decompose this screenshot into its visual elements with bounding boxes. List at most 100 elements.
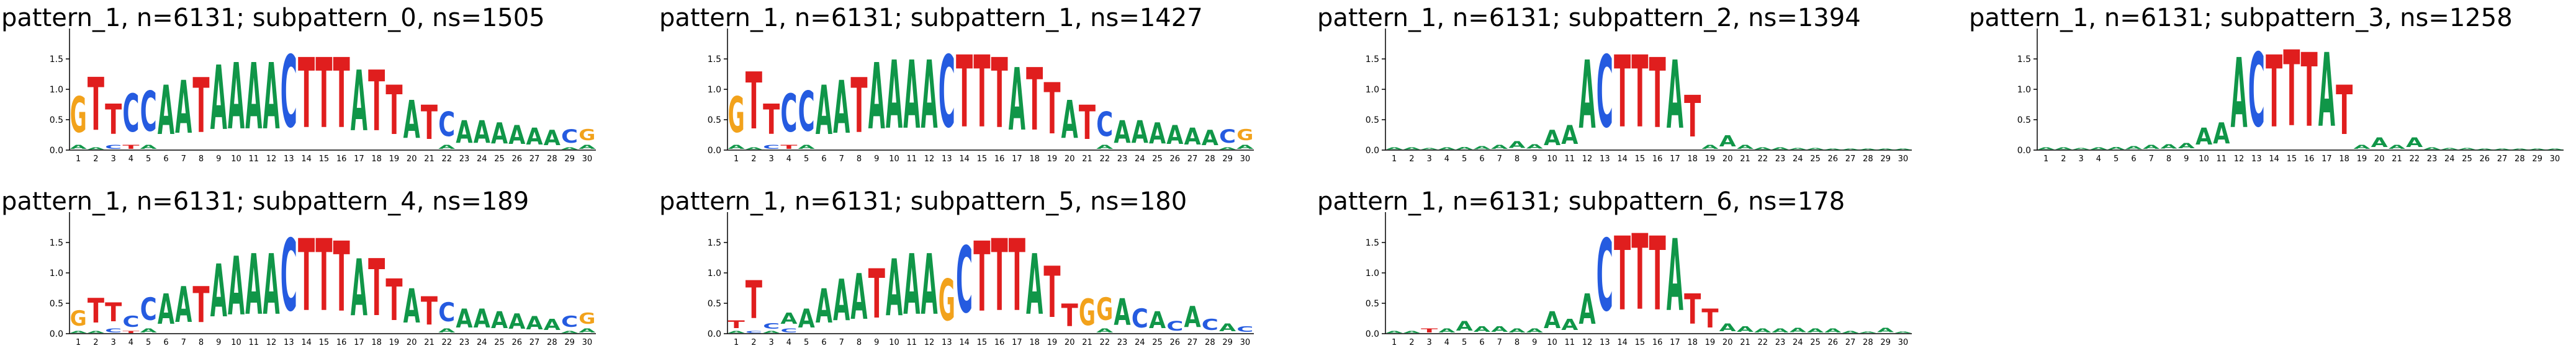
logo-letter-A: A [1807,148,1824,150]
x-tick-label: 2 [93,338,98,347]
x-tick-label: 23 [1775,338,1786,347]
logo-letter-A: A [2055,147,2073,150]
logo-letter-A: A [745,147,763,150]
logo-letter-A: A [1790,327,1806,334]
y-tick-label: 1.5 [2017,55,2031,65]
logo-letter-G: G [579,126,595,144]
logo-letter-T: T [763,96,780,144]
logo-letter-A: A [1561,120,1578,151]
x-tick-label: 10 [889,154,899,164]
x-tick-label: 21 [424,338,435,347]
logo-letter-A: A [1701,144,1719,150]
x-tick-label: 17 [1012,154,1022,164]
x-tick-label: 21 [2392,154,2402,164]
logo-letter-A: A [1842,148,1860,150]
x-tick-label: 27 [529,338,540,347]
x-tick-label: 26 [512,338,523,347]
logo-letter-A: A [1114,292,1131,334]
x-tick-label: 9 [216,154,221,164]
logo-letter-T: T [315,38,332,150]
x-tick-label: 3 [2079,154,2084,164]
logo-letter-C: C [105,144,122,150]
logo-letter-G: G [70,306,87,331]
x-tick-label: 4 [786,154,791,164]
logo-letter-A: A [1421,148,1438,150]
logo-letter-A: A [1386,331,1403,334]
x-tick-label: 12 [266,338,277,347]
logo-letter-T: T [1614,216,1631,334]
y-tick-label: 0.0 [1366,146,1379,156]
logo-letter-A: A [158,72,174,151]
x-tick-label: 2 [93,154,98,164]
y-tick-label: 1.5 [1366,55,1379,65]
logo-letter-A: A [351,54,367,151]
logo-panel-2: pattern_1, n=6131; subpattern_2, ns=1394… [1317,4,1912,164]
logo-letter-T: T [850,63,867,150]
logo-letter-A: A [1219,147,1236,150]
x-tick-label: 9 [216,338,221,347]
logo-letter-C: C [438,105,455,144]
x-tick-label: 28 [2515,154,2525,164]
x-tick-label: 18 [1029,154,1040,164]
x-tick-label: 7 [2149,154,2154,164]
x-tick-label: 30 [582,154,593,164]
logo-letter-A: A [1526,143,1543,151]
x-tick-label: 13 [284,154,294,164]
logo-letter-A: A [2389,144,2406,150]
x-tick-label: 6 [2131,154,2136,164]
x-tick-label: 24 [1793,154,1803,164]
logo-letter-A: A [2160,143,2177,151]
logo-letter-A: A [175,277,192,334]
x-tick-label: 22 [1757,338,1768,347]
logo-letter-A: A [456,304,472,334]
x-tick-label: 20 [1723,338,1733,347]
logo-letter-A: A [1772,147,1789,150]
logo-letter-A: A [1132,115,1149,151]
x-tick-label: 21 [1082,338,1092,347]
x-tick-label: 13 [1600,154,1610,164]
panel-title: pattern_1, n=6131; subpattern_5, ns=180 [659,187,1187,216]
x-tick-label: 26 [1828,338,1839,347]
x-tick-label: 17 [1012,338,1022,347]
logo-letter-T: T [2301,33,2318,151]
x-tick-label: 9 [874,154,879,164]
y-tick-label: 0.5 [708,299,721,309]
x-tick-label: 19 [1047,154,1058,164]
x-tick-label: 15 [2287,154,2297,164]
logo-letter-A: A [544,127,561,151]
logo-letter-A: A [1403,147,1421,150]
x-tick-label: 9 [1532,338,1537,347]
x-tick-label: 2 [751,338,756,347]
x-tick-label: 3 [111,154,116,164]
x-tick-label: 9 [874,338,879,347]
logo-letter-C: C [122,84,139,145]
logo-letter-A: A [403,90,420,151]
logo-letter-A: A [474,304,490,334]
x-tick-label: 29 [1880,338,1891,347]
logo-letter-A: A [526,313,543,334]
logo-letter-T: T [368,53,385,150]
logo-letter-A: A [2371,135,2389,150]
x-tick-label: 26 [1828,154,1839,164]
y-tick-label: 1.0 [708,85,721,95]
x-tick-label: 6 [163,154,168,164]
logo-letter-C: C [281,220,297,334]
logo-letter-C: C [1596,220,1613,334]
logo-letter-A: A [403,278,420,333]
x-tick-label: 11 [1565,154,1575,164]
logo-panel-5: pattern_1, n=6131; subpattern_5, ns=180 0… [659,187,1254,347]
logo-letter-A: A [868,45,885,151]
logo-letter-A: A [763,331,780,334]
logo-letter-A: A [1096,327,1114,334]
x-tick-label: 25 [1810,338,1821,347]
logo-letter-A: A [1667,40,1683,149]
logo-letter-A: A [491,306,508,334]
x-tick-label: 7 [839,338,844,347]
logo-letter-C: C [798,80,815,144]
logo-letter-A: A [263,45,280,151]
logo-letter-A: A [1456,146,1474,150]
logo-letter-A: A [438,327,456,334]
logo-letter-A: A [1456,318,1474,334]
logo-letter-A: A [1202,127,1219,151]
logo-letter-T: T [298,219,315,334]
